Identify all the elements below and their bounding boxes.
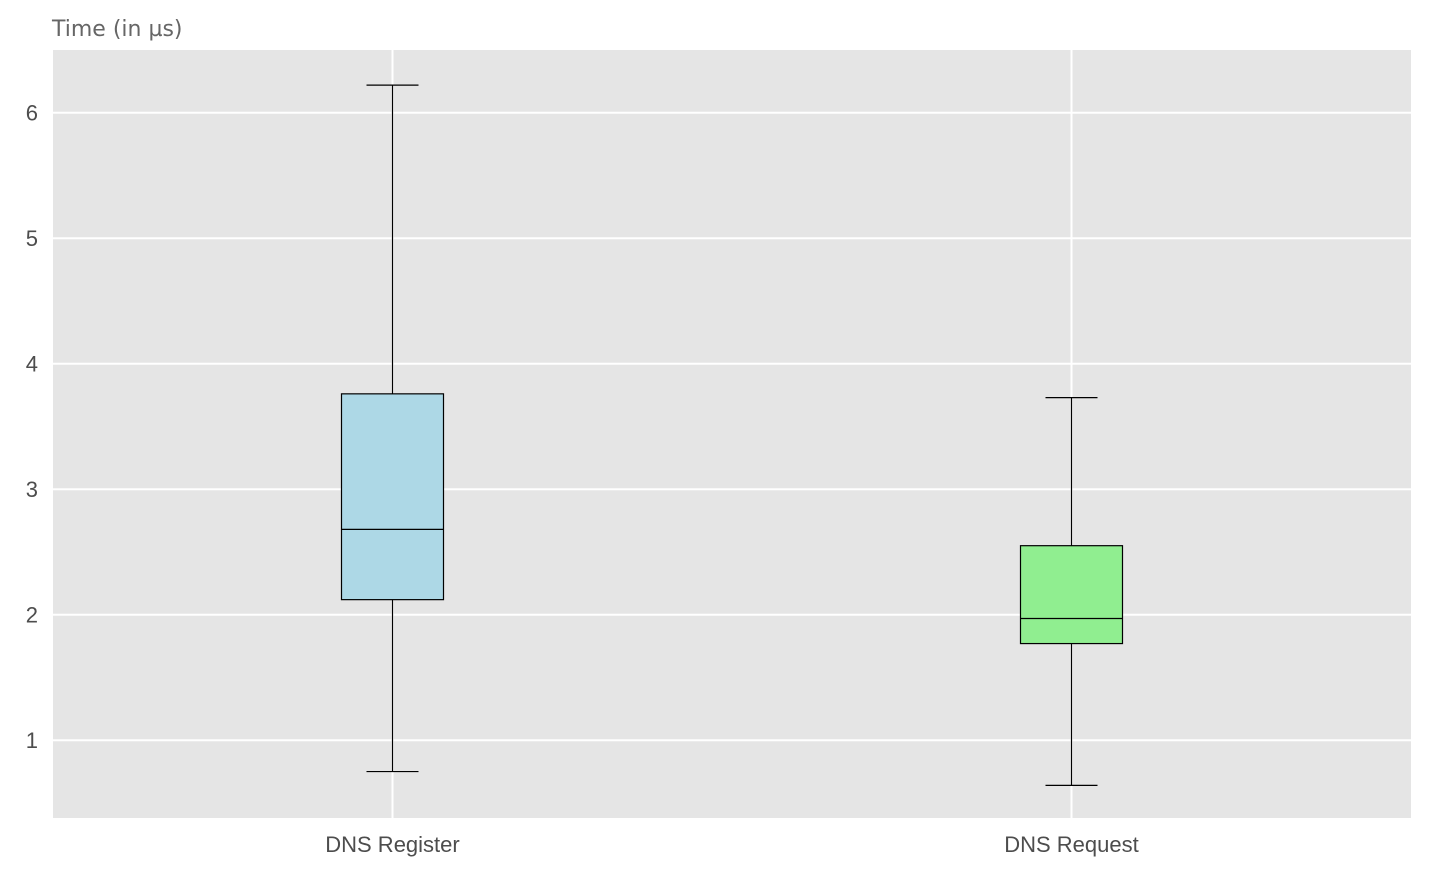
y-tick-label: 2 [26,603,38,628]
y-tick-label: 6 [26,101,38,126]
box-2 [1019,397,1124,786]
box-iqr [340,393,445,601]
x-axis-ticks: DNS Register DNS Request [325,832,1139,857]
x-tick-label: DNS Register [325,832,459,857]
y-tick-label: 3 [26,477,38,502]
x-tick-label: DNS Request [1004,832,1139,857]
box-series [340,84,1124,786]
y-axis-label: Time (in µs) [51,17,183,42]
box-iqr [1019,545,1124,645]
y-tick-label: 5 [26,226,38,251]
plot-background [53,50,1411,818]
y-axis-ticks: 1 2 3 4 5 6 [26,101,38,753]
y-tick-label: 1 [26,728,38,753]
y-tick-label: 4 [26,352,38,377]
box-1 [340,84,445,773]
